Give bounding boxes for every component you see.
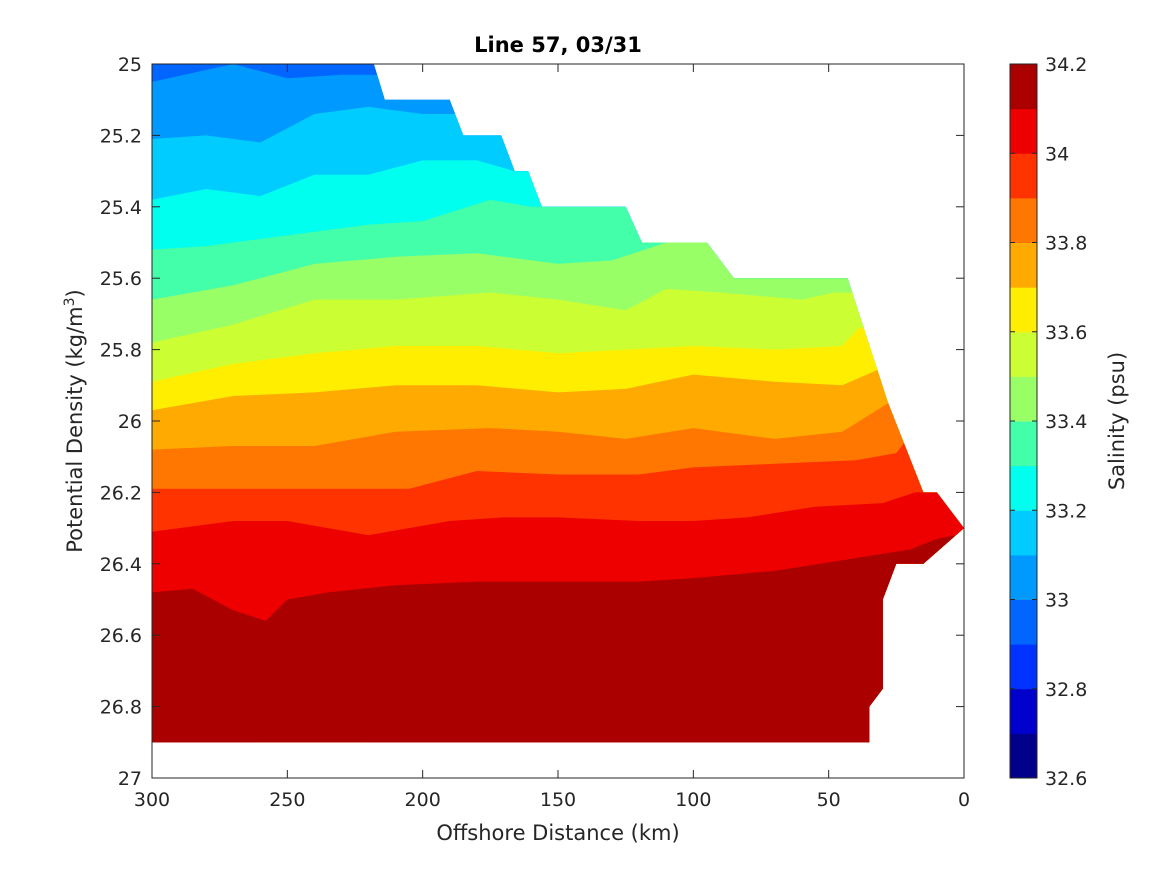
y-tick-label: 26 bbox=[118, 411, 142, 433]
y-tick-label: 27 bbox=[118, 768, 142, 790]
y-axis-label-superscript: 3 bbox=[62, 297, 78, 306]
y-tick-label: 26.4 bbox=[100, 554, 142, 576]
y-tick-label: 25.4 bbox=[100, 197, 142, 219]
y-tick-label: 26.6 bbox=[100, 625, 142, 647]
colorbar-tick-label: 32.6 bbox=[1045, 768, 1087, 790]
x-tick-label: 300 bbox=[134, 789, 170, 811]
colorbar-tick-label: 33.4 bbox=[1045, 411, 1087, 433]
colorbar-segment bbox=[1010, 64, 1037, 110]
colorbar-tick-label: 33.6 bbox=[1045, 322, 1087, 344]
colorbar-tick-label: 32.8 bbox=[1045, 679, 1087, 701]
y-tick-label: 25.2 bbox=[100, 125, 142, 147]
colorbar-segment bbox=[1010, 599, 1037, 645]
contour-fills bbox=[152, 64, 964, 743]
colorbar-segment bbox=[1010, 242, 1037, 288]
colorbar-segment bbox=[1010, 331, 1037, 377]
x-tick-label: 50 bbox=[817, 789, 841, 811]
colorbar-segment bbox=[1010, 153, 1037, 199]
colorbar-label: Salinity (psu) bbox=[1105, 352, 1129, 490]
colorbar-segment bbox=[1010, 287, 1037, 333]
colorbar-tick-label: 33 bbox=[1045, 590, 1069, 612]
colorbar: 32.6 32.8 33 33.2 33.4 33.6 33.8 34 34.2 bbox=[1009, 54, 1087, 790]
y-tick-label: 25.6 bbox=[100, 268, 142, 290]
colorbar-segment bbox=[1010, 554, 1037, 601]
x-tick-label: 0 bbox=[958, 789, 970, 811]
x-tick-label: 100 bbox=[675, 789, 711, 811]
colorbar-segment bbox=[1010, 197, 1037, 244]
chart-title: Line 57, 03/31 bbox=[474, 33, 642, 57]
colorbar-segment bbox=[1010, 688, 1037, 734]
colorbar-segment bbox=[1010, 510, 1037, 556]
x-tick-label: 200 bbox=[405, 789, 441, 811]
x-axis-label: Offshore Distance (km) bbox=[436, 821, 679, 845]
x-tick-label: 150 bbox=[540, 789, 576, 811]
y-axis: 25 25.2 25.4 25.6 25.8 26 26.2 26.4 26.6 26.8 27 bbox=[100, 54, 964, 790]
y-axis-label-main: Potential Density (kg/m bbox=[63, 306, 87, 552]
y-tick-label: 26.8 bbox=[100, 697, 142, 719]
y-axis-label: Potential Density (kg/m3) bbox=[62, 289, 87, 553]
colorbar-segment bbox=[1010, 108, 1037, 154]
colorbar-tick-label: 34.2 bbox=[1045, 54, 1087, 76]
contour-band-34.2 bbox=[152, 635, 964, 743]
y-axis-label-end: ) bbox=[63, 289, 87, 297]
colorbar-segment bbox=[1010, 644, 1037, 690]
colorbar-segment bbox=[1010, 465, 1037, 511]
colorbar-tick-label: 33.2 bbox=[1045, 500, 1087, 522]
colorbar-tick-label: 33.8 bbox=[1045, 233, 1087, 255]
colorbar-tick-label: 34 bbox=[1045, 143, 1069, 165]
y-tick-label: 26.2 bbox=[100, 482, 142, 504]
x-tick-label: 250 bbox=[269, 789, 305, 811]
colorbar-segment bbox=[1010, 421, 1037, 467]
y-tick-label: 25.8 bbox=[100, 340, 142, 362]
colorbar-segment bbox=[1010, 376, 1037, 422]
y-tick-label: 25 bbox=[118, 54, 142, 76]
colorbar-segment bbox=[1010, 733, 1037, 779]
x-axis: 300 250 200 150 100 50 0 bbox=[134, 64, 970, 811]
